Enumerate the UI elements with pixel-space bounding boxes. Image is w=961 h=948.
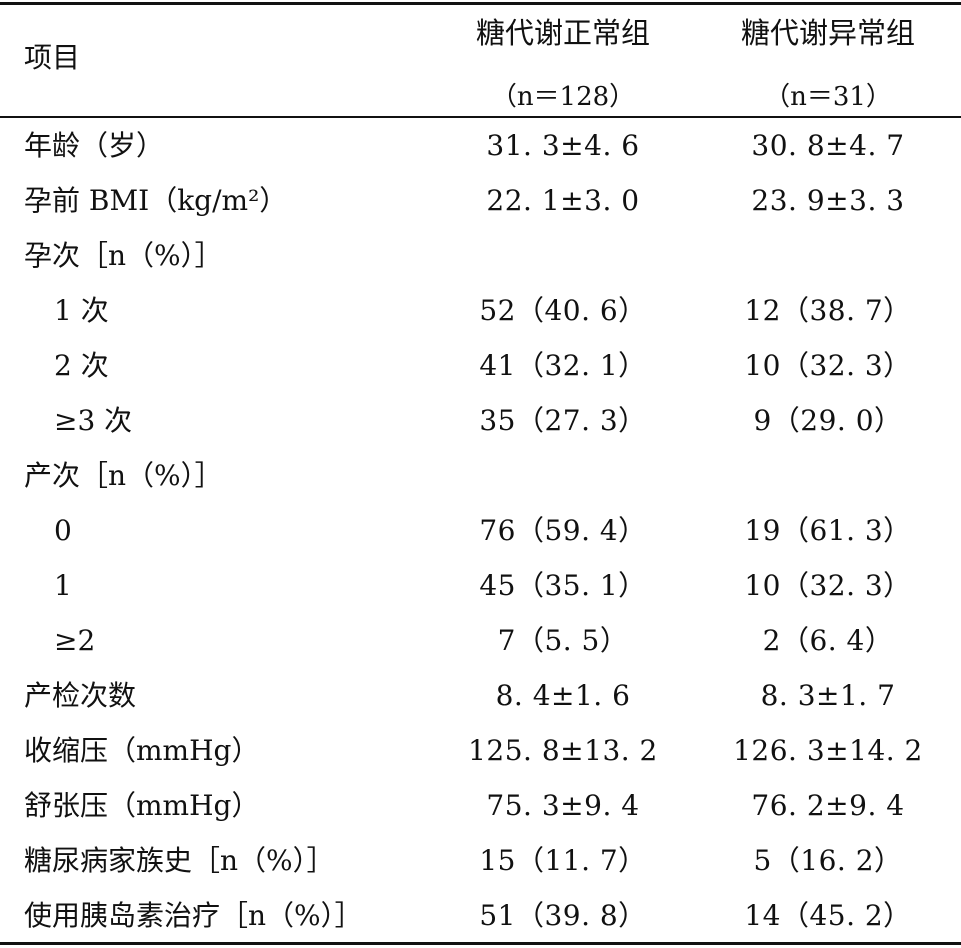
table-row: 1 次 52（40. 6） 12（38. 7） — [0, 283, 961, 338]
row-label: 舒张压（mmHg） — [24, 789, 260, 822]
table-row: 孕次［n（%）］ — [0, 228, 961, 283]
cell-normal-group: 41（32. 1） — [479, 349, 647, 382]
header-column-n: （n＝31） — [764, 82, 892, 112]
header-column-name: 糖代谢异常组 — [740, 16, 915, 50]
row-label: ≥3 次 — [54, 404, 133, 437]
table-row: ≥2 7（5. 5） 2（6. 4） — [0, 613, 961, 668]
table-bottom-rule — [0, 942, 961, 945]
table-row: 舒张压（mmHg） 75. 3±9. 4 76. 2±9. 4 — [0, 778, 961, 833]
table-header-rule — [0, 116, 961, 118]
header-column-n: （n＝128） — [490, 82, 636, 112]
cell-normal-group: 125. 8±13. 2 — [468, 734, 658, 767]
cell-abnormal-group: 10（32. 3） — [744, 569, 912, 602]
table-top-rule — [0, 2, 961, 5]
cell-abnormal-group: 19（61. 3） — [744, 514, 912, 547]
table-row: 1 45（35. 1） 10（32. 3） — [0, 558, 961, 613]
row-label: 使用胰岛素治疗［n（%）］ — [24, 899, 363, 932]
table-row: ≥3 次 35（27. 3） 9（29. 0） — [0, 393, 961, 448]
cell-normal-group: 22. 1±3. 0 — [486, 184, 640, 217]
cell-abnormal-group: 14（45. 2） — [744, 899, 912, 932]
row-label: 0 — [54, 514, 72, 547]
table-row: 糖尿病家族史［n（%）］ 15（11. 7） 5（16. 2） — [0, 833, 961, 888]
table-row: 收缩压（mmHg） 125. 8±13. 2 126. 3±14. 2 — [0, 723, 961, 778]
header-column-normal: 糖代谢正常组 （n＝128） — [413, 13, 713, 117]
row-label: 孕前 BMI（kg/m²） — [24, 184, 288, 217]
cell-abnormal-group: 30. 8±4. 7 — [751, 129, 905, 162]
row-label: 收缩压（mmHg） — [24, 734, 260, 767]
cell-abnormal-group: 9（29. 0） — [753, 404, 903, 437]
table-row: 年龄（岁） 31. 3±4. 6 30. 8±4. 7 — [0, 118, 961, 173]
cell-abnormal-group: 76. 2±9. 4 — [751, 789, 905, 822]
header-column-abnormal: 糖代谢异常组 （n＝31） — [678, 13, 961, 117]
table-row: 产次［n（%）］ — [0, 448, 961, 503]
row-label: 2 次 — [54, 349, 109, 382]
cell-normal-group: 35（27. 3） — [479, 404, 647, 437]
cell-abnormal-group: 5（16. 2） — [753, 844, 903, 877]
cell-normal-group: 7（5. 5） — [497, 624, 629, 657]
cell-abnormal-group: 12（38. 7） — [744, 294, 912, 327]
row-label: ≥2 — [54, 624, 96, 657]
cell-normal-group: 31. 3±4. 6 — [486, 129, 640, 162]
cell-normal-group — [413, 448, 713, 503]
row-label: 糖尿病家族史［n（%）］ — [24, 844, 335, 877]
cell-normal-group: 52（40. 6） — [479, 294, 647, 327]
cell-normal-group: 51（39. 8） — [479, 899, 647, 932]
row-label: 1 — [54, 569, 72, 602]
cell-normal-group: 75. 3±9. 4 — [486, 789, 640, 822]
table-row: 孕前 BMI（kg/m²） 22. 1±3. 0 23. 9±3. 3 — [0, 173, 961, 228]
cell-abnormal-group — [678, 228, 961, 283]
row-label: 孕次［n（%）］ — [24, 239, 223, 272]
row-label: 产检次数 — [24, 679, 137, 712]
table-row: 0 76（59. 4） 19（61. 3） — [0, 503, 961, 558]
cell-abnormal-group: 2（6. 4） — [762, 624, 894, 657]
cell-abnormal-group — [678, 448, 961, 503]
header-column-name: 糖代谢正常组 — [475, 16, 650, 50]
table-row: 2 次 41（32. 1） 10（32. 3） — [0, 338, 961, 393]
cell-abnormal-group: 126. 3±14. 2 — [733, 734, 923, 767]
header-item-label: 项目 — [24, 41, 81, 74]
cell-abnormal-group: 8. 3±1. 7 — [760, 679, 896, 712]
row-label: 1 次 — [54, 294, 109, 327]
cell-abnormal-group: 10（32. 3） — [744, 349, 912, 382]
cell-normal-group: 8. 4±1. 6 — [495, 679, 631, 712]
cell-normal-group: 15（11. 7） — [479, 844, 647, 877]
table-row: 使用胰岛素治疗［n（%）］ 51（39. 8） 14（45. 2） — [0, 888, 961, 943]
row-label: 年龄（岁） — [24, 129, 165, 162]
cell-normal-group — [413, 228, 713, 283]
cell-normal-group: 76（59. 4） — [479, 514, 647, 547]
table-row: 产检次数 8. 4±1. 6 8. 3±1. 7 — [0, 668, 961, 723]
cell-normal-group: 45（35. 1） — [479, 569, 647, 602]
row-label: 产次［n（%）］ — [24, 459, 223, 492]
cell-abnormal-group: 23. 9±3. 3 — [751, 184, 905, 217]
